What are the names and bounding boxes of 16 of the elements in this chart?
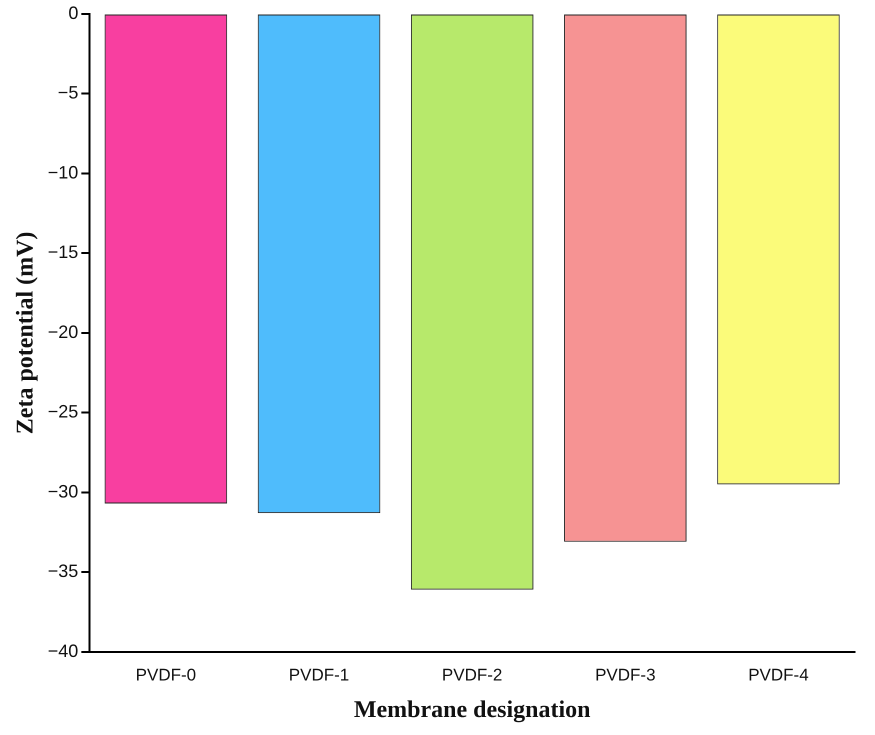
y-tick-label: −20 [48, 322, 78, 342]
y-axis-title: Zeta potential (mV) [12, 232, 39, 434]
x-tick-label: PVDF-1 [288, 666, 350, 685]
y-tick-label: −35 [48, 561, 78, 582]
y-tick-label: −30 [48, 481, 78, 502]
y-tick-label: 0 [68, 2, 78, 23]
x-tick-label: PVDF-4 [748, 666, 809, 685]
y-tick-label: −5 [58, 82, 78, 103]
x-tick-label: PVDF-0 [136, 666, 196, 685]
x-axis-title: Membrane designation [354, 696, 591, 723]
x-tick-label: PVDF-3 [595, 666, 656, 685]
y-tick-label: −15 [48, 242, 78, 262]
x-tick-label: PVDF-2 [442, 666, 502, 685]
y-tick-label: −25 [48, 402, 78, 422]
y-tick-label: −40 [48, 640, 78, 661]
y-tick-label: −10 [48, 162, 78, 182]
